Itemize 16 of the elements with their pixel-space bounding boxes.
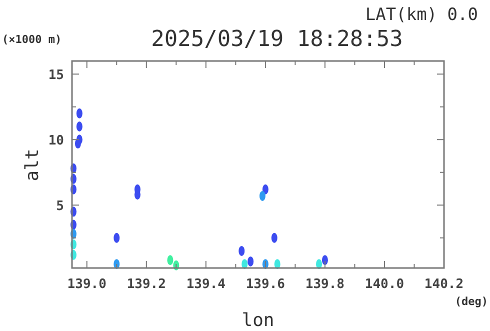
y-tick-label: 15: [48, 68, 64, 84]
x-tick-label: 139.4: [186, 277, 226, 292]
y-tick-label: 5: [56, 199, 64, 214]
text: (×1000 m): [2, 33, 62, 46]
x-tick-label: 139.6: [246, 277, 286, 292]
y-axis-title: alt: [22, 148, 43, 182]
x-tick-label: 139.0: [67, 277, 107, 292]
text: (deg): [454, 295, 488, 308]
x-tick-label: 139.2: [126, 277, 166, 292]
chart-title: 2025/03/19 18:28:53: [151, 27, 403, 52]
y-tick-label: 10: [48, 134, 64, 149]
x-tick-label: 140.2: [424, 277, 464, 292]
x-axis-title: lon: [242, 310, 274, 331]
x-tick-label: 140.0: [364, 277, 404, 292]
x-tick-label: 139.8: [305, 277, 345, 292]
chart-subtitle: LAT(km) 0.0: [365, 5, 478, 25]
